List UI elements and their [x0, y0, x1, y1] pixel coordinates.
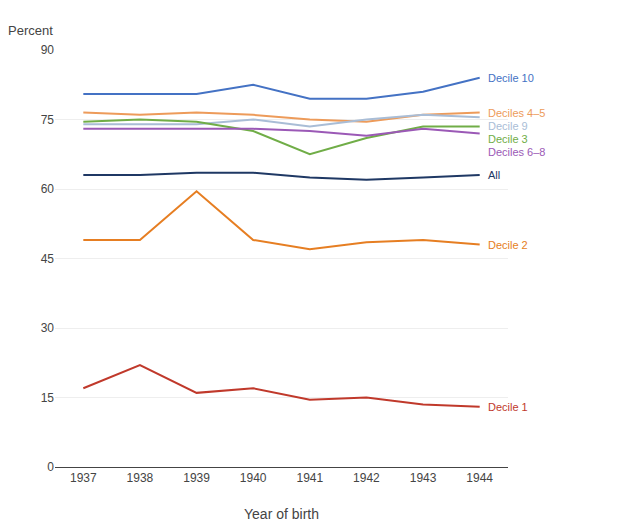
svg-text:1944: 1944 [466, 471, 493, 485]
svg-text:60: 60 [41, 182, 55, 196]
svg-text:0: 0 [47, 460, 54, 474]
svg-text:1943: 1943 [410, 471, 437, 485]
svg-text:1937: 1937 [70, 471, 97, 485]
svg-text:1941: 1941 [296, 471, 323, 485]
svg-text:Decile 10: Decile 10 [488, 72, 534, 84]
svg-text:Year of birth: Year of birth [244, 506, 319, 522]
svg-text:1940: 1940 [240, 471, 267, 485]
svg-text:Decile 3: Decile 3 [488, 133, 528, 145]
svg-text:Deciles 6–8: Deciles 6–8 [488, 146, 545, 158]
svg-text:Percent: Percent [8, 23, 53, 38]
svg-text:30: 30 [41, 321, 55, 335]
svg-text:1938: 1938 [127, 471, 154, 485]
svg-text:Decile 2: Decile 2 [488, 239, 528, 251]
svg-text:1939: 1939 [183, 471, 210, 485]
svg-text:90: 90 [41, 43, 55, 57]
svg-text:Decile 1: Decile 1 [488, 401, 528, 413]
svg-text:75: 75 [41, 113, 55, 127]
svg-text:All: All [488, 169, 500, 181]
svg-text:45: 45 [41, 252, 55, 266]
svg-text:Decile 9: Decile 9 [488, 120, 528, 132]
svg-text:Deciles 4–5: Deciles 4–5 [488, 107, 545, 119]
svg-text:1942: 1942 [353, 471, 380, 485]
svg-text:15: 15 [41, 391, 55, 405]
